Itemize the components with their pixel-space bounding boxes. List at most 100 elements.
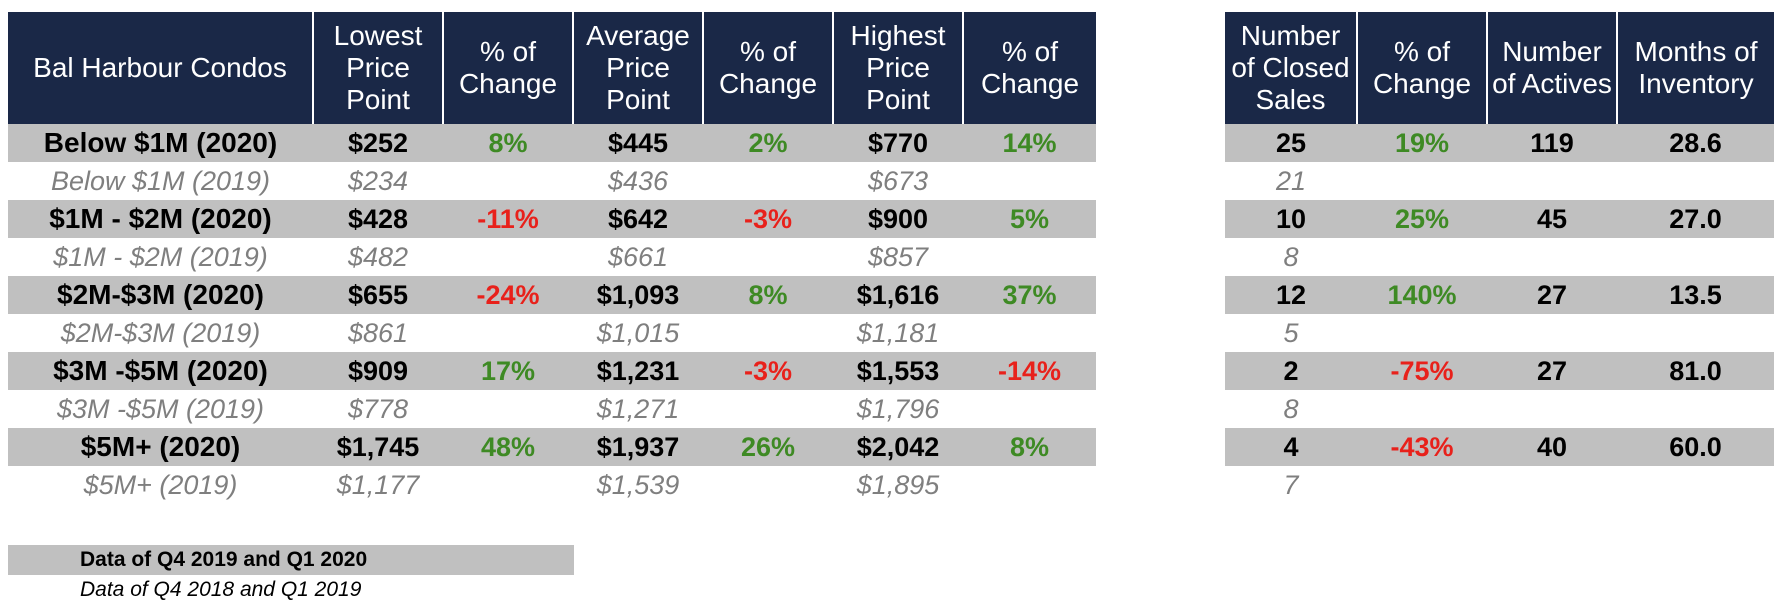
- sales-table: Number of Closed Sales % of Change Numbe…: [1225, 12, 1774, 504]
- highest-price: $1,616: [833, 276, 963, 314]
- table-row: $2M-$3M (2020) $655 -24% $1,093 8% $1,616 37%: [8, 276, 1096, 314]
- average-price: $445: [573, 124, 703, 162]
- average-change: 8%: [703, 276, 833, 314]
- highest-change: 37%: [963, 276, 1096, 314]
- header-closed-sales: Number of Closed Sales: [1225, 12, 1357, 124]
- price-table-body: Below $1M (2020) $252 8% $445 2% $770 14% Below…: [8, 124, 1096, 504]
- highest-price: $1,181: [833, 314, 963, 352]
- lowest-change: [443, 162, 573, 200]
- highest-price: $1,796: [833, 390, 963, 428]
- table-row: 12 140% 27 13.5: [1225, 276, 1774, 314]
- closed-change: [1357, 238, 1487, 276]
- header-months-inventory: Months of Inventory: [1616, 12, 1774, 124]
- sales-table-body: 25 19% 119 28.6 21 10 25% 45 27.0 8 12 140% 27 13.5 5 2…: [1225, 124, 1774, 504]
- header-lowest-price: Lowest Price Point: [312, 12, 443, 124]
- table-row: 25 19% 119 28.6: [1225, 124, 1774, 162]
- header-closed-change: % of Change: [1356, 12, 1487, 124]
- table-row: Below $1M (2020) $252 8% $445 2% $770 14%: [8, 124, 1096, 162]
- months-inventory: 81.0: [1617, 352, 1774, 390]
- row-label: Below $1M (2019): [8, 162, 313, 200]
- closed-change: [1357, 162, 1487, 200]
- average-change: 26%: [703, 428, 833, 466]
- closed-sales: 2: [1225, 352, 1357, 390]
- highest-change: [963, 390, 1096, 428]
- header-bal-harbour-condos: Bal Harbour Condos: [8, 12, 313, 124]
- lowest-price: $909: [313, 352, 443, 390]
- closed-sales: 8: [1225, 238, 1357, 276]
- actives-count: 27: [1487, 352, 1617, 390]
- row-label: $5M+ (2020): [8, 428, 313, 466]
- months-inventory: 28.6: [1617, 124, 1774, 162]
- closed-sales: 7: [1225, 466, 1357, 504]
- header-actives: Number of Actives: [1486, 12, 1617, 124]
- actives-count: [1487, 466, 1617, 504]
- highest-change: [963, 466, 1096, 504]
- lowest-price: $1,745: [313, 428, 443, 466]
- months-inventory: [1617, 238, 1774, 276]
- actives-count: 119: [1487, 124, 1617, 162]
- highest-price: $900: [833, 200, 963, 238]
- closed-sales: 25: [1225, 124, 1357, 162]
- row-label: Below $1M (2020): [8, 124, 313, 162]
- table-row: $5M+ (2020) $1,745 48% $1,937 26% $2,042 8%: [8, 428, 1096, 466]
- closed-sales: 8: [1225, 390, 1357, 428]
- row-label: $2M-$3M (2019): [8, 314, 313, 352]
- price-table: Bal Harbour Condos Lowest Price Point % …: [8, 12, 1096, 504]
- average-change: [703, 390, 833, 428]
- highest-price: $1,553: [833, 352, 963, 390]
- highest-change: 14%: [963, 124, 1096, 162]
- lowest-change: 48%: [443, 428, 573, 466]
- average-price: $1,015: [573, 314, 703, 352]
- average-price: $436: [573, 162, 703, 200]
- actives-count: 27: [1487, 276, 1617, 314]
- months-inventory: 27.0: [1617, 200, 1774, 238]
- closed-sales: 12: [1225, 276, 1357, 314]
- row-label: $3M -$5M (2020): [8, 352, 313, 390]
- actives-count: [1487, 314, 1617, 352]
- lowest-change: 8%: [443, 124, 573, 162]
- lowest-change: -11%: [443, 200, 573, 238]
- highest-change: 8%: [963, 428, 1096, 466]
- table-row: 8: [1225, 238, 1774, 276]
- row-label: $1M - $2M (2020): [8, 200, 313, 238]
- average-price: $661: [573, 238, 703, 276]
- table-row: Below $1M (2019) $234 $436 $673: [8, 162, 1096, 200]
- months-inventory: 60.0: [1617, 428, 1774, 466]
- header-average-change: % of Change: [702, 12, 833, 124]
- average-price: $1,231: [573, 352, 703, 390]
- lowest-price: $655: [313, 276, 443, 314]
- months-inventory: [1617, 466, 1774, 504]
- highest-price: $673: [833, 162, 963, 200]
- header-highest-price: Highest Price Point: [832, 12, 963, 124]
- sales-header-row: Number of Closed Sales % of Change Numbe…: [1225, 12, 1774, 124]
- lowest-change: 17%: [443, 352, 573, 390]
- lowest-change: [443, 390, 573, 428]
- lowest-price: $252: [313, 124, 443, 162]
- actives-count: [1487, 390, 1617, 428]
- closed-change: [1357, 314, 1487, 352]
- average-change: [703, 162, 833, 200]
- table-row: 5: [1225, 314, 1774, 352]
- table-row: $2M-$3M (2019) $861 $1,015 $1,181: [8, 314, 1096, 352]
- closed-sales: 10: [1225, 200, 1357, 238]
- highest-price: $2,042: [833, 428, 963, 466]
- months-inventory: [1617, 314, 1774, 352]
- header-highest-change: % of Change: [962, 12, 1096, 124]
- lowest-price: $1,177: [313, 466, 443, 504]
- lowest-change: -24%: [443, 276, 573, 314]
- header-lowest-change: % of Change: [442, 12, 573, 124]
- closed-change: [1357, 466, 1487, 504]
- table-row: $3M -$5M (2020) $909 17% $1,231 -3% $1,553 -14…: [8, 352, 1096, 390]
- average-change: [703, 238, 833, 276]
- actives-count: [1487, 162, 1617, 200]
- lowest-change: [443, 314, 573, 352]
- table-row: 8: [1225, 390, 1774, 428]
- table-row: 10 25% 45 27.0: [1225, 200, 1774, 238]
- average-change: [703, 466, 833, 504]
- average-price: $1,271: [573, 390, 703, 428]
- price-header-row: Bal Harbour Condos Lowest Price Point % …: [8, 12, 1096, 124]
- table-row: $1M - $2M (2019) $482 $661 $857: [8, 238, 1096, 276]
- closed-change: -43%: [1357, 428, 1487, 466]
- closed-change: [1357, 390, 1487, 428]
- highest-change: 5%: [963, 200, 1096, 238]
